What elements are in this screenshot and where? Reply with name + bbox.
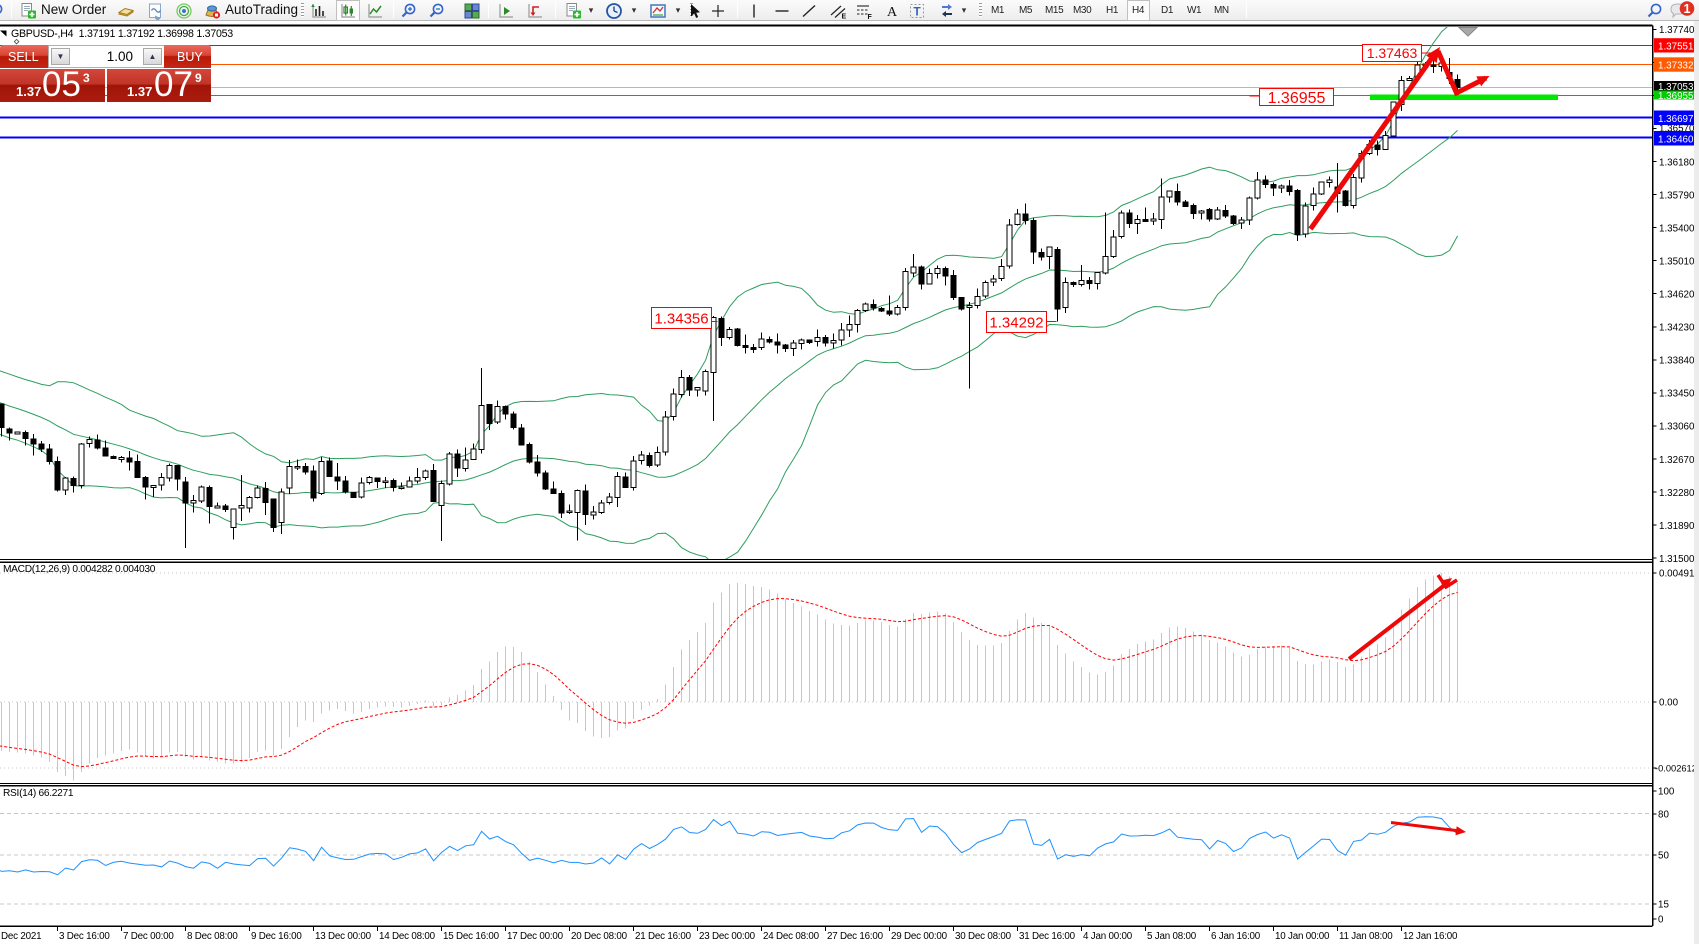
svg-text:1.33450: 1.33450 — [1659, 389, 1695, 400]
svg-text:14 Dec 08:00: 14 Dec 08:00 — [379, 931, 436, 942]
svg-text:1.35400: 1.35400 — [1659, 223, 1695, 234]
svg-text:1.32280: 1.32280 — [1659, 488, 1695, 499]
svg-text:29 Dec 00:00: 29 Dec 00:00 — [891, 931, 948, 942]
svg-text:Dec 2021: Dec 2021 — [1, 931, 41, 942]
svg-text:1.36955: 1.36955 — [1658, 91, 1694, 102]
svg-text:11 Jan 08:00: 11 Jan 08:00 — [1339, 931, 1393, 942]
svg-text:1.31500: 1.31500 — [1659, 554, 1695, 565]
svg-text:1.32670: 1.32670 — [1659, 455, 1695, 466]
svg-text:T: T — [913, 4, 921, 18]
svg-text:31 Dec 16:00: 31 Dec 16:00 — [1019, 931, 1076, 942]
svg-text:1.37332: 1.37332 — [1658, 61, 1693, 72]
svg-text:1.36570: 1.36570 — [1659, 124, 1695, 135]
svg-text:80: 80 — [1658, 810, 1669, 821]
svg-text:5 Jan 08:00: 5 Jan 08:00 — [1147, 931, 1197, 942]
svg-text:1.37463: 1.37463 — [1367, 45, 1418, 61]
svg-text:15: 15 — [1658, 900, 1669, 911]
svg-text:1.34356: 1.34356 — [654, 310, 708, 327]
svg-text:100: 100 — [1658, 787, 1675, 798]
svg-text:50: 50 — [1658, 851, 1669, 862]
svg-text:0.00: 0.00 — [1659, 698, 1679, 709]
svg-text:1: 1 — [1684, 2, 1691, 16]
svg-text:1.37551: 1.37551 — [1658, 42, 1693, 53]
svg-text:4 Jan 00:00: 4 Jan 00:00 — [1083, 931, 1133, 942]
svg-text:3 Dec 16:00: 3 Dec 16:00 — [59, 931, 110, 942]
svg-text:1.36180: 1.36180 — [1659, 157, 1695, 168]
svg-text:20 Dec 08:00: 20 Dec 08:00 — [571, 931, 628, 942]
svg-text:GBPUSD-,H4 1.37191 1.37192 1.: GBPUSD-,H4 1.37191 1.37192 1.36998 1.370… — [11, 28, 233, 40]
svg-text:27 Dec 16:00: 27 Dec 16:00 — [827, 931, 884, 942]
svg-text:F: F — [868, 14, 873, 20]
svg-text:1.36460: 1.36460 — [1658, 134, 1694, 145]
svg-text:30 Dec 08:00: 30 Dec 08:00 — [955, 931, 1012, 942]
svg-text:21 Dec 16:00: 21 Dec 16:00 — [635, 931, 692, 942]
svg-text:10 Jan 00:00: 10 Jan 00:00 — [1275, 931, 1330, 942]
svg-text:1.33060: 1.33060 — [1659, 422, 1695, 433]
svg-text:1.34230: 1.34230 — [1659, 323, 1695, 334]
svg-text:0.00491: 0.00491 — [1659, 569, 1694, 580]
svg-text:1.31890: 1.31890 — [1659, 521, 1695, 532]
svg-text:1.35790: 1.35790 — [1659, 190, 1695, 201]
svg-text:1.34620: 1.34620 — [1659, 290, 1695, 301]
svg-text:1.35010: 1.35010 — [1659, 257, 1695, 268]
svg-text:13 Dec 00:00: 13 Dec 00:00 — [315, 931, 372, 942]
svg-text:9 Dec 16:00: 9 Dec 16:00 — [251, 931, 302, 942]
svg-text:E: E — [842, 13, 847, 20]
svg-text:A: A — [887, 5, 898, 20]
svg-text:1.37740: 1.37740 — [1659, 25, 1695, 36]
svg-text:0: 0 — [1658, 915, 1664, 926]
svg-text:15 Dec 16:00: 15 Dec 16:00 — [443, 931, 500, 942]
svg-text:1.34292: 1.34292 — [989, 314, 1043, 331]
svg-text:1.37053: 1.37053 — [1658, 82, 1694, 93]
svg-text:17 Dec 00:00: 17 Dec 00:00 — [507, 931, 564, 942]
svg-text:7 Dec 00:00: 7 Dec 00:00 — [123, 931, 174, 942]
svg-text:6 Jan 16:00: 6 Jan 16:00 — [1211, 931, 1261, 942]
svg-text:24 Dec 08:00: 24 Dec 08:00 — [763, 931, 820, 942]
svg-text:RSI(14) 66.2271: RSI(14) 66.2271 — [3, 788, 74, 799]
svg-text:12 Jan 16:00: 12 Jan 16:00 — [1403, 931, 1458, 942]
svg-text:23 Dec 00:00: 23 Dec 00:00 — [699, 931, 756, 942]
svg-text:1.36955: 1.36955 — [1268, 90, 1326, 107]
svg-text:-0.002612: -0.002612 — [1655, 764, 1697, 774]
svg-text:1.36697: 1.36697 — [1658, 114, 1693, 125]
svg-text:8 Dec 08:00: 8 Dec 08:00 — [187, 931, 238, 942]
svg-text:MACD(12,26,9) 0.004282 0.00403: MACD(12,26,9) 0.004282 0.004030 — [3, 564, 156, 575]
svg-text:1.33840: 1.33840 — [1659, 356, 1695, 367]
